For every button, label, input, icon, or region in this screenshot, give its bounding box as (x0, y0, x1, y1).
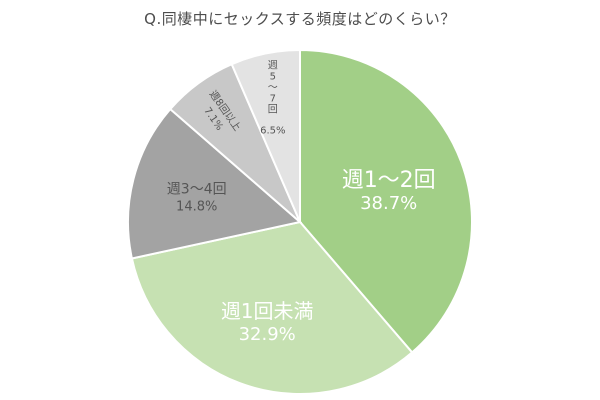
slice-value: 14.8% (176, 199, 217, 214)
slice-label: 週3〜4回 (167, 181, 227, 197)
pie-slice (127, 107, 303, 260)
slice-label-group: 週3〜4回 14.8% (167, 181, 227, 214)
slice-label: 週1〜2回 (342, 168, 436, 193)
slice-label-group: 週 5 〜 7 回 6.5% (260, 60, 285, 137)
slice-value: 6.5% (260, 126, 285, 137)
slice-value: 38.7% (360, 193, 417, 214)
pie-slice (130, 220, 414, 395)
slice-label: 週1回未満 (221, 299, 314, 323)
chart-title: Q.同棲中にセックスする頻度はどのくらい？ (144, 10, 456, 28)
pie-slice (299, 48, 473, 354)
slice-label: 週 5 〜 7 回 (268, 60, 278, 116)
pie-slice (230, 48, 301, 223)
slice-value: 32.9% (239, 324, 296, 345)
